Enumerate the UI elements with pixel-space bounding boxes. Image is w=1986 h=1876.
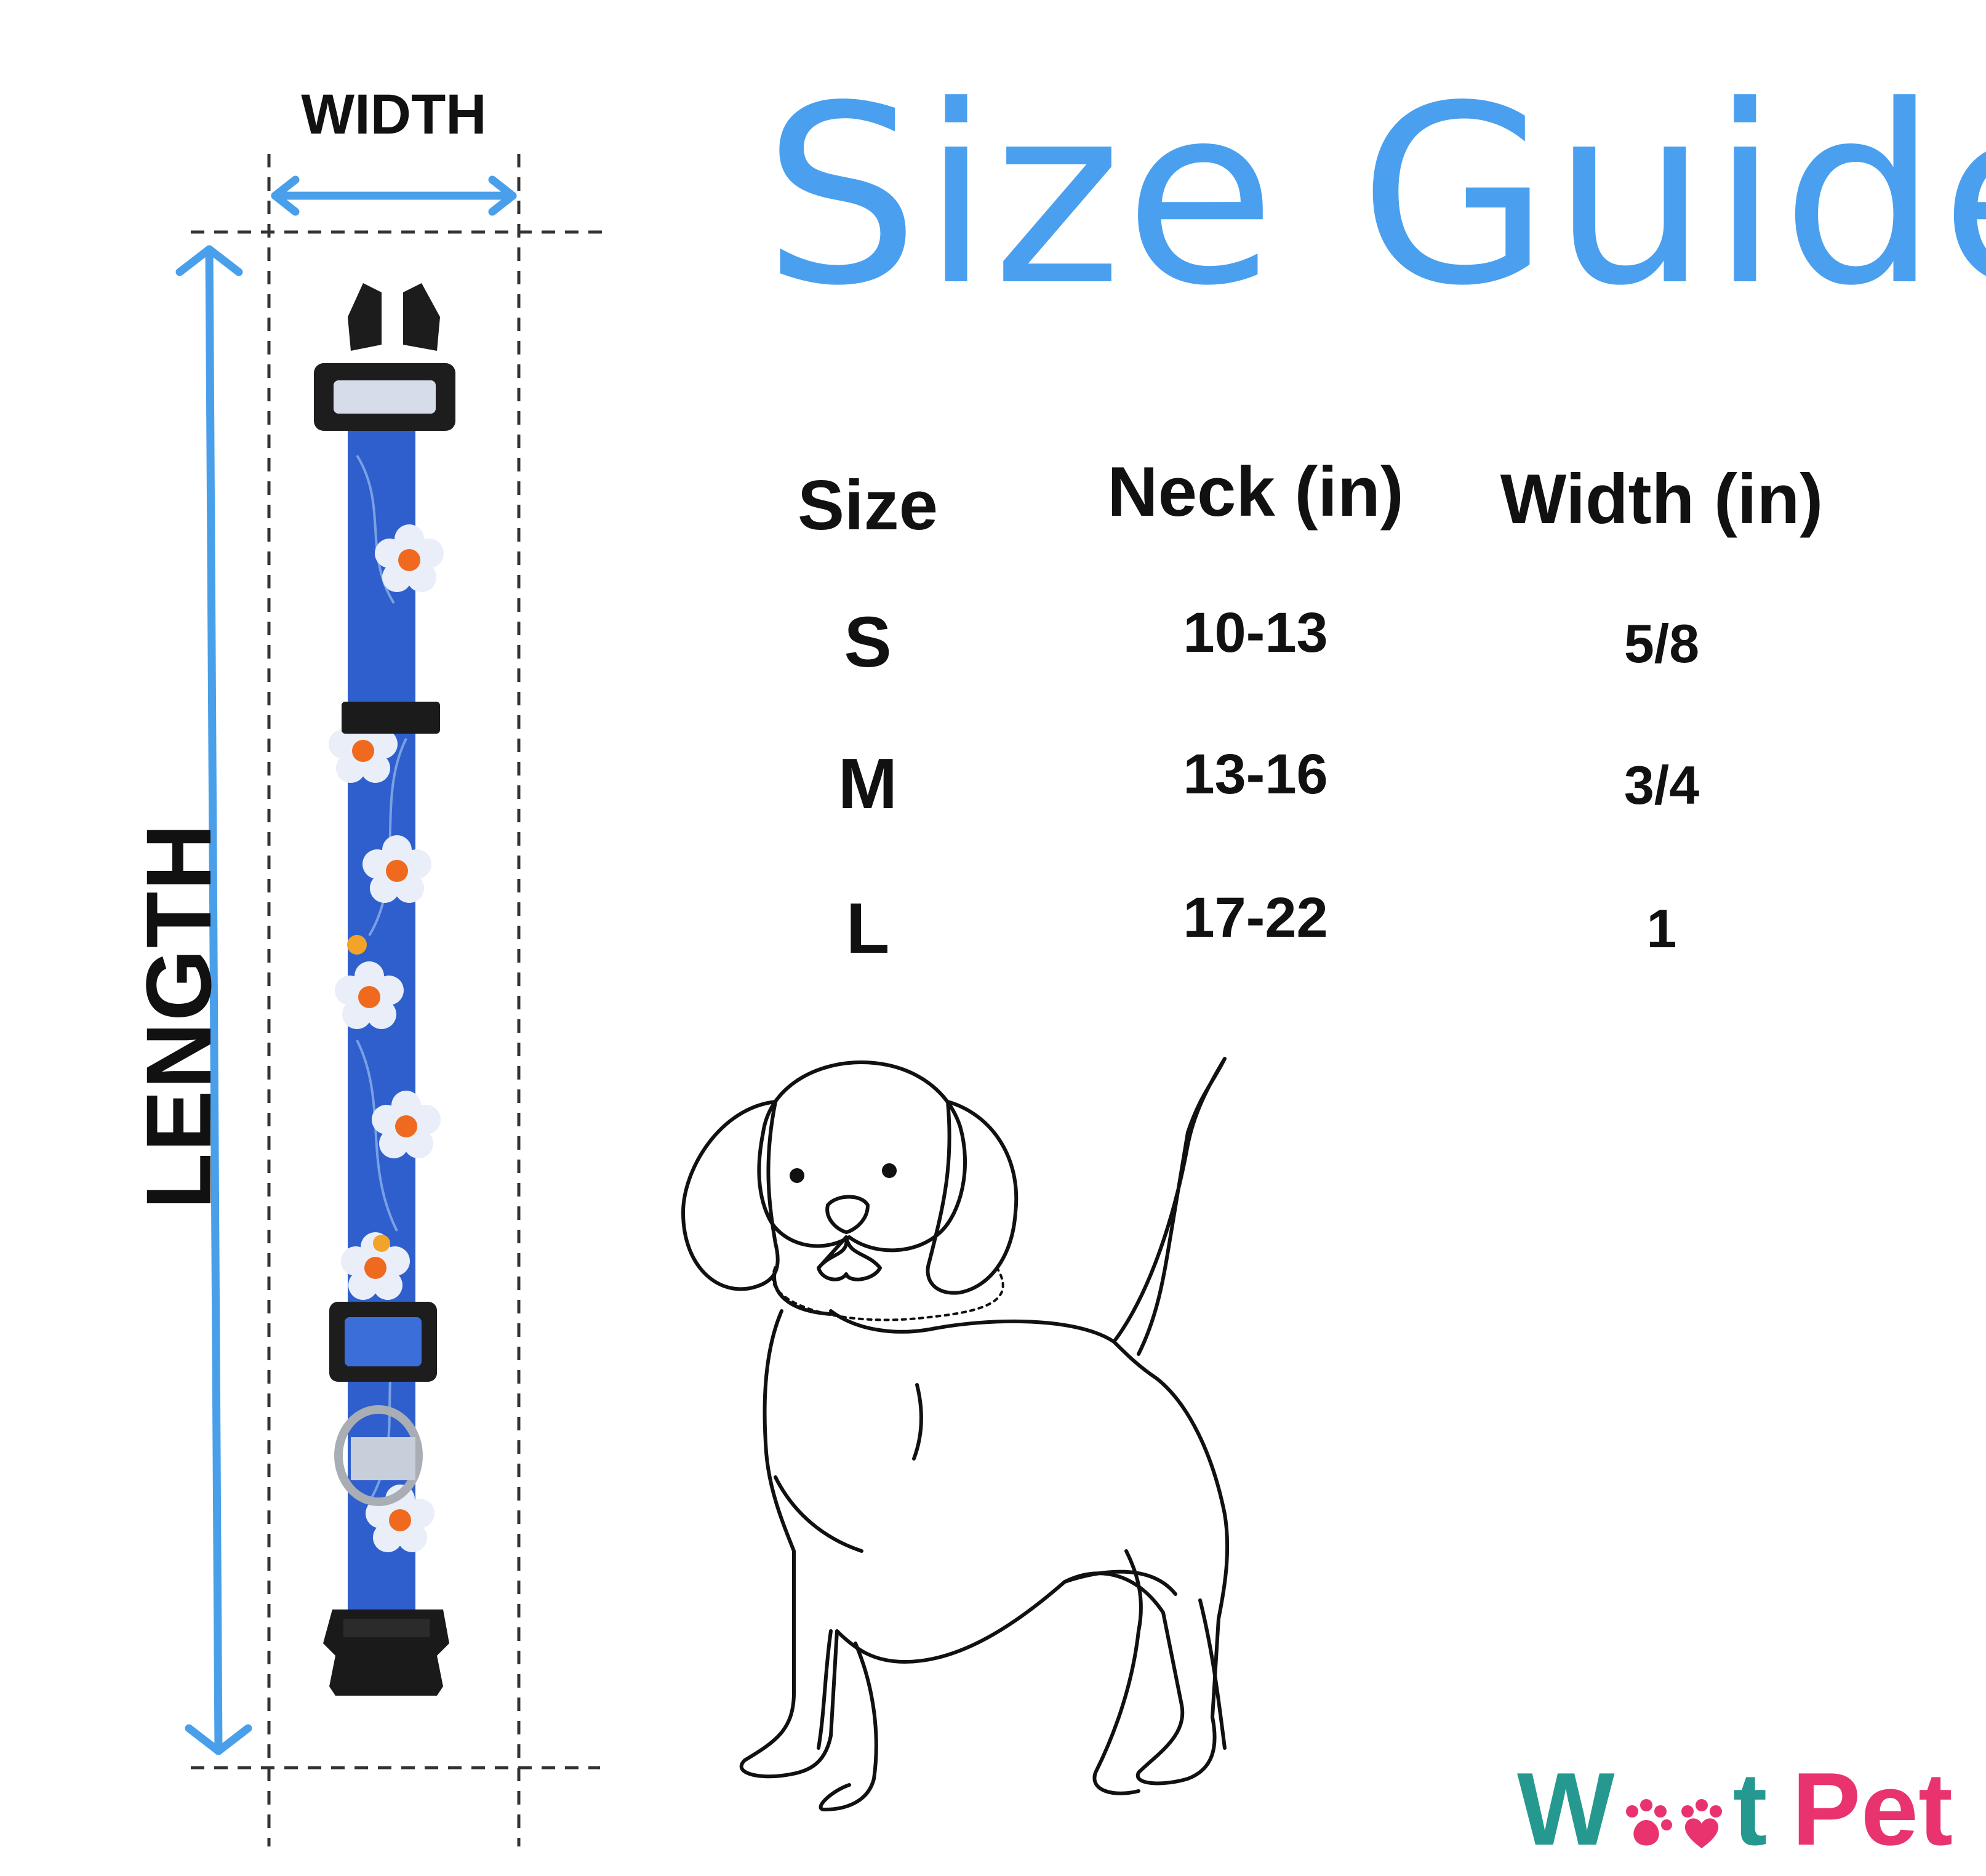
dog-outline-illustration (681, 1057, 1230, 1811)
page-title: Size Guide (763, 54, 1986, 340)
logo-word-pet: Pet (1792, 1751, 1953, 1867)
header-neck: Neck (in) (1107, 453, 1404, 531)
collar-illustration (314, 283, 455, 1696)
row-s-neck: 10-13 (1183, 601, 1328, 664)
collar-clip-top (348, 283, 382, 351)
length-label: LENGTH (127, 822, 230, 1209)
length-arrow-shaft (205, 245, 223, 1755)
row-m-size: M (838, 744, 898, 824)
logo-letter-t: t (1732, 1751, 1768, 1867)
paw-icon (1625, 1799, 1672, 1846)
header-size: Size (797, 467, 939, 545)
row-s-size: S (844, 602, 892, 682)
width-label: WIDTH (301, 83, 487, 146)
logo-letter-w: W (1517, 1751, 1615, 1867)
width-arrow-head-left (271, 175, 300, 216)
dog-tail (1112, 1057, 1227, 1356)
logo-paws (1619, 1797, 1729, 1852)
collar-d-ring (334, 1405, 423, 1506)
row-l-width: 1 (1646, 898, 1677, 959)
header-width: Width (in) (1500, 460, 1824, 539)
length-arrow-head-top (175, 245, 243, 276)
dog-ear-right (926, 1100, 1019, 1295)
length-arrow-head-bottom (185, 1724, 252, 1755)
row-l-size: L (846, 888, 890, 968)
dog-ear-left (681, 1100, 780, 1291)
row-m-width: 3/4 (1624, 755, 1700, 816)
width-arrow-head-right (488, 175, 517, 216)
dog-body (739, 1309, 1230, 1786)
collar-slider (342, 702, 440, 734)
row-m-neck: 13-16 (1183, 743, 1328, 806)
row-l-neck: 17-22 (1183, 886, 1328, 949)
brand-logo: W t Pet (1517, 1757, 1953, 1861)
row-s-width: 5/8 (1624, 613, 1700, 674)
paw-heart-icon (1681, 1799, 1722, 1848)
